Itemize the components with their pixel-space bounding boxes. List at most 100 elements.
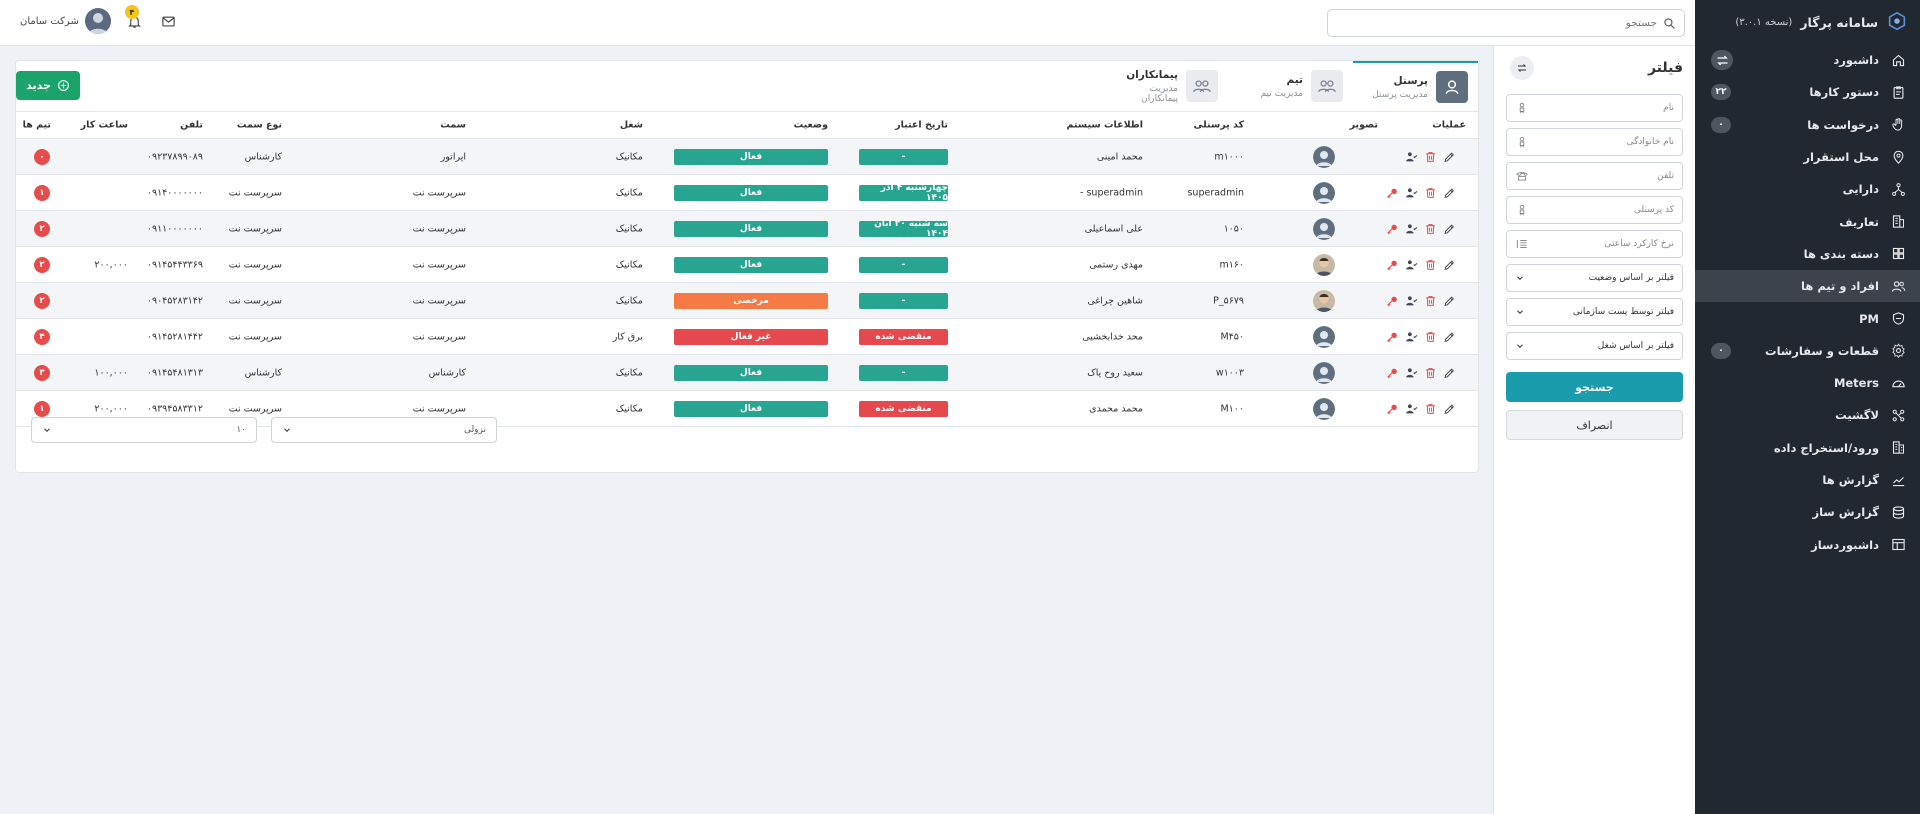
col-phone[interactable]: تلفن [180, 119, 203, 131]
new-button[interactable]: جدید [16, 71, 80, 100]
key-icon[interactable] [1386, 330, 1399, 343]
teams-badge[interactable]: ۴ [34, 328, 50, 345]
key-icon[interactable] [1386, 366, 1399, 379]
sidebar-item-4[interactable]: دارایی [1695, 173, 1920, 205]
col-status[interactable]: وضعیت [793, 119, 828, 131]
teams-badge[interactable]: ۲ [34, 220, 50, 237]
user-check-icon[interactable] [1405, 258, 1418, 271]
edit-icon[interactable] [1443, 366, 1456, 379]
user-check-icon[interactable] [1405, 222, 1418, 235]
messages-button[interactable] [159, 11, 179, 31]
trash-icon[interactable] [1424, 402, 1437, 415]
filter-cancel-button[interactable]: انصراف [1506, 410, 1683, 440]
col-ptype[interactable]: نوع سمت [236, 119, 282, 131]
sidebar-item-2[interactable]: درخواست ها ۰ [1695, 109, 1920, 141]
filter-field-4[interactable]: نرخ کارکرد ساعتی [1506, 230, 1683, 258]
edit-icon[interactable] [1443, 330, 1456, 343]
col-sys[interactable]: اطلاعات سیستم [1066, 119, 1143, 131]
filter-select-2[interactable]: فیلتر بر اساس شغل [1506, 332, 1683, 360]
edit-icon[interactable] [1443, 402, 1456, 415]
key-icon[interactable] [1386, 294, 1399, 307]
col-pic[interactable]: تصویر [1349, 119, 1378, 131]
user-check-icon[interactable] [1405, 366, 1418, 379]
edit-icon[interactable] [1443, 294, 1456, 307]
table-row[interactable]: ۱۰۵۰ علی اسماعیلی سه شنبه ۲۰ آبان ۱۴۰۴ فعال… [16, 211, 1478, 247]
trash-icon[interactable] [1424, 186, 1437, 199]
edit-icon[interactable] [1443, 186, 1456, 199]
filter-search-button[interactable]: جستجو [1506, 372, 1683, 402]
filter-field-2[interactable]: تلفن [1506, 162, 1683, 190]
edit-icon[interactable] [1443, 222, 1456, 235]
table-row[interactable]: w۱۰۰۳ سعید روح پاک - فعال مکانیک کارشناس کارشن… [16, 355, 1478, 391]
notifications-button[interactable]: ۴ [124, 5, 145, 31]
filter-select-1[interactable]: فیلتر توسط پست سازمانی [1506, 298, 1683, 326]
user-check-icon[interactable] [1405, 330, 1418, 343]
filter-select-0[interactable]: فیلتر بر اساس وضعیت [1506, 264, 1683, 292]
trash-icon[interactable] [1424, 294, 1437, 307]
trash-icon[interactable] [1424, 150, 1437, 163]
trash-icon[interactable] [1424, 258, 1437, 271]
col-valid[interactable]: تاریخ اعتبار [895, 119, 948, 131]
teams-badge[interactable]: ۲ [34, 292, 50, 309]
sidebar-item-9[interactable]: قطعات و سفارشات ۰ [1695, 335, 1920, 367]
key-icon[interactable] [1386, 222, 1399, 235]
cell-hours: ۲۰۰,۰۰۰ [94, 403, 128, 414]
table-row[interactable]: superadmin superadmin - چهارشنبه ۴ آذر ۱۴۰… [16, 175, 1478, 211]
teams-badge[interactable]: ۱ [34, 400, 50, 417]
teams-badge[interactable]: ۰ [34, 148, 50, 165]
filter-collapse-button[interactable] [1510, 56, 1534, 80]
trash-icon[interactable] [1424, 366, 1437, 379]
table-row[interactable]: P_۵۶۷۹ شاهین چراغی - مرخصی مکانیک سرپرست نت سر… [16, 283, 1478, 319]
sort-select[interactable]: نزولی [271, 417, 497, 443]
filter-field-1[interactable]: نام خانوادگی [1506, 128, 1683, 156]
teams-badge[interactable]: ۳ [34, 364, 50, 381]
sidebar-item-14[interactable]: گزارش ساز [1695, 496, 1920, 528]
page-size-select[interactable]: ۱۰ [31, 417, 257, 443]
trash-icon[interactable] [1424, 222, 1437, 235]
table-row[interactable]: m۱۶۰ مهدی رستمی - فعال مکانیک سرپرست نت سرپرست… [16, 247, 1478, 283]
sidebar-item-13[interactable]: گزارش ها [1695, 464, 1920, 496]
sidebar-toggle-button[interactable] [1711, 50, 1733, 71]
sidebar-item-7[interactable]: افراد و تیم ها [1695, 270, 1920, 303]
key-icon[interactable] [1386, 402, 1399, 415]
sidebar-item-12[interactable]: ورود/استخراج داده [1695, 432, 1920, 464]
user-check-icon[interactable] [1405, 402, 1418, 415]
user-check-icon[interactable] [1405, 150, 1418, 163]
sidebar-item-5[interactable]: تعاریف [1695, 205, 1920, 237]
filter-field-0[interactable]: نام [1506, 94, 1683, 122]
edit-icon[interactable] [1443, 258, 1456, 271]
sidebar-item-15[interactable]: داشبوردساز [1695, 528, 1920, 560]
sidebar-item-8[interactable]: PM [1695, 302, 1920, 334]
col-position[interactable]: سمت [440, 119, 466, 131]
search-input[interactable] [1336, 17, 1657, 29]
table-row[interactable]: M۱۰۰ محمد محمدی منقضی شده فعال مکانیک سرپرست … [16, 391, 1478, 427]
search-box[interactable] [1327, 9, 1685, 37]
trash-icon[interactable] [1424, 330, 1437, 343]
tab-1[interactable]: تیم مدیریت تیم [1228, 61, 1353, 111]
sidebar-item-3[interactable]: محل استقرار [1695, 141, 1920, 173]
user-check-icon[interactable] [1405, 186, 1418, 199]
branches-icon [1892, 409, 1905, 422]
col-hours[interactable]: ساعت کار [80, 119, 128, 131]
key-icon[interactable] [1386, 186, 1399, 199]
col-ops[interactable]: عملیات [1432, 119, 1466, 131]
filter-field-3[interactable]: کد پرسنلی [1506, 196, 1683, 224]
col-job[interactable]: شغل [619, 119, 643, 131]
sidebar-item-1[interactable]: دستور کارها ۲۲ [1695, 76, 1920, 108]
tab-2[interactable]: پیمانکاران مدیریت پیمانکاران [1103, 61, 1228, 111]
tab-0[interactable]: پرسنل مدیریت پرسنل [1353, 61, 1478, 111]
col-code[interactable]: کد پرسنلی [1193, 119, 1244, 131]
user-menu[interactable]: شرکت سامان [20, 8, 111, 34]
sidebar-item-11[interactable]: لاگشیت [1695, 399, 1920, 431]
key-icon[interactable] [1386, 258, 1399, 271]
teams-badge[interactable]: ۲ [34, 256, 50, 273]
sidebar-item-0[interactable]: داشبورد [1695, 44, 1920, 76]
sidebar-item-10[interactable]: Meters [1695, 367, 1920, 399]
teams-badge[interactable]: ۱ [34, 184, 50, 201]
table-row[interactable]: M۴۵۰ محد خدابخشیی منقضی شده غیر فعال برق کار… [16, 319, 1478, 355]
sidebar-item-6[interactable]: دسته بندی ها [1695, 238, 1920, 270]
col-teams[interactable]: تیم ها [22, 119, 51, 131]
user-check-icon[interactable] [1405, 294, 1418, 307]
edit-icon[interactable] [1443, 150, 1456, 163]
table-row[interactable]: m۱۰۰۰ محمد امینی - فعال مکانیک اپراتور کارشناس… [16, 139, 1478, 175]
